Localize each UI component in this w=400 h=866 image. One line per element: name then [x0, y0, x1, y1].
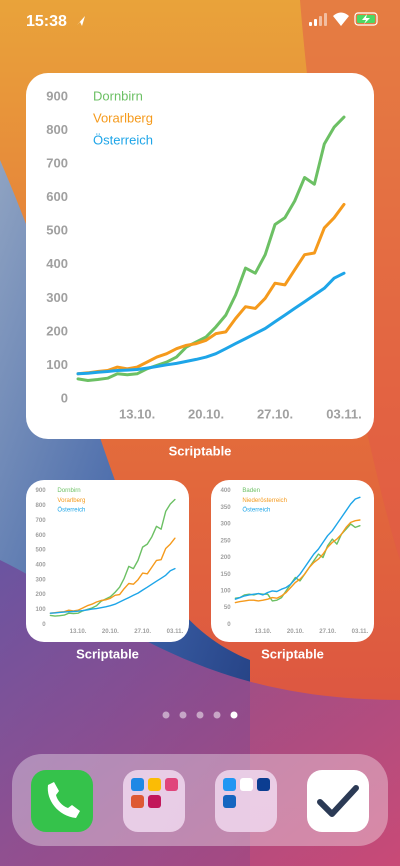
location-icon	[77, 16, 85, 26]
series-line	[234, 496, 361, 600]
legend-entry: Vorarlberg	[93, 110, 153, 125]
x-tick-label: 27.10.	[319, 628, 336, 635]
wifi-icon	[333, 12, 349, 26]
y-tick-label: 600	[36, 532, 47, 539]
series-line	[49, 567, 176, 614]
y-tick-label: 900	[36, 487, 47, 494]
legend-entry: Niederösterreich	[242, 497, 287, 504]
y-tick-label: 200	[221, 554, 232, 561]
y-tick-label: 700	[36, 517, 47, 524]
widget[interactable]	[211, 480, 374, 642]
x-tick-label: 03.11.	[326, 406, 361, 421]
y-tick-label: 100	[46, 357, 68, 372]
widget[interactable]	[26, 73, 374, 439]
legend-entry: Österreich	[93, 132, 153, 147]
legend-entry: Baden	[242, 487, 260, 494]
widget-label: Scriptable	[76, 646, 139, 661]
widget-label: Scriptable	[169, 443, 232, 458]
series-line	[49, 537, 176, 614]
y-tick-label: 400	[46, 256, 68, 271]
phone-glyph	[47, 782, 80, 818]
phone-app[interactable]	[31, 770, 93, 832]
charging-icon	[362, 14, 370, 24]
y-tick-label: 100	[36, 606, 47, 613]
signal-icon	[309, 13, 327, 26]
dock	[12, 754, 388, 846]
x-tick-label: 13.10.	[119, 406, 155, 421]
y-tick-label: 800	[36, 502, 47, 509]
x-tick-label: 20.10.	[102, 628, 119, 635]
y-tick-label: 300	[46, 290, 68, 305]
check-glyph	[317, 785, 359, 817]
status-time: 15:38	[26, 13, 67, 30]
y-tick-label: 900	[46, 88, 68, 103]
y-tick-label: 300	[36, 576, 47, 583]
x-tick-label: 20.10.	[287, 628, 304, 635]
folder-icons	[223, 778, 270, 808]
y-tick-label: 250	[221, 537, 232, 544]
battery-icon	[354, 12, 378, 26]
series-line	[76, 271, 346, 376]
y-tick-label: 0	[61, 390, 68, 405]
folder-icons	[131, 778, 178, 808]
y-tick-label: 300	[221, 521, 232, 528]
y-tick-label: 0	[42, 621, 46, 628]
y-tick-label: 350	[221, 504, 232, 511]
y-tick-label: 200	[46, 323, 68, 338]
tasks-app[interactable]	[307, 770, 369, 832]
legend-entry: Österreich	[242, 507, 270, 514]
y-tick-label: 100	[221, 587, 232, 594]
y-tick-label: 200	[36, 591, 47, 598]
y-tick-label: 50	[224, 604, 231, 611]
x-tick-label: 20.10.	[188, 406, 224, 421]
legend-entry: Dornbirn	[93, 88, 143, 103]
series-line	[76, 115, 346, 382]
legend-entry: Dornbirn	[57, 487, 80, 494]
y-tick-label: 500	[36, 547, 47, 554]
x-tick-label: 27.10.	[134, 628, 151, 635]
x-tick-label: 13.10.	[70, 628, 87, 635]
x-tick-label: 03.11.	[352, 628, 369, 635]
widget-label: Scriptable	[261, 646, 324, 661]
y-tick-label: 700	[46, 156, 68, 171]
series-line	[234, 519, 361, 604]
y-tick-label: 400	[221, 487, 232, 494]
y-tick-label: 150	[221, 571, 232, 578]
y-tick-label: 0	[227, 621, 231, 628]
y-tick-label: 800	[46, 122, 68, 137]
legend-entry: Vorarlberg	[57, 497, 85, 504]
y-tick-label: 600	[46, 189, 68, 204]
widget[interactable]	[26, 480, 189, 642]
series-line	[49, 498, 176, 617]
legend-entry: Österreich	[57, 507, 85, 514]
page-dots	[162, 711, 238, 719]
x-tick-label: 03.11.	[167, 628, 184, 635]
x-tick-label: 13.10.	[255, 628, 272, 635]
y-tick-label: 400	[36, 561, 47, 568]
y-tick-label: 500	[46, 223, 68, 238]
x-tick-label: 27.10.	[257, 406, 293, 421]
series-line	[76, 202, 346, 376]
